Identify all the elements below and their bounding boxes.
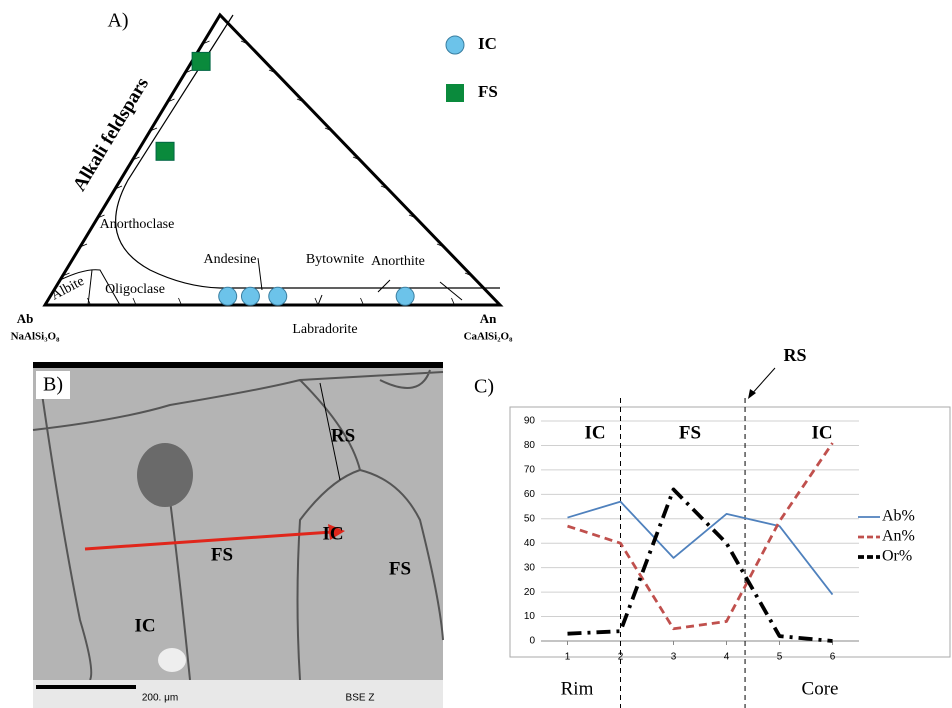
ternary-frame <box>45 15 500 305</box>
vertex-label: An <box>480 311 497 326</box>
y-tick-label: 50 <box>524 513 536 524</box>
legend-symbol <box>446 84 464 102</box>
legend-label: An% <box>882 528 915 545</box>
page: A) Alkali feldspars Ab NaAlSi₃O₈ An CaAlSi₂O₈… <box>0 0 952 708</box>
y-tick-label: 30 <box>524 562 536 573</box>
image-label: FS <box>389 558 411 579</box>
ic-point <box>219 287 237 305</box>
triangle <box>45 15 500 305</box>
vertex-formula: CaAlSi₂O₈ <box>464 331 513 343</box>
annotation: Core <box>802 678 839 699</box>
x-tick-label: 5 <box>777 652 783 663</box>
legend-symbol <box>446 36 464 54</box>
scale-bar-area <box>33 680 443 708</box>
field-label: Labradorite <box>292 322 357 337</box>
vertex-label: Ab <box>17 311 34 326</box>
y-tick-label: 60 <box>524 489 536 500</box>
field-label: Anorthite <box>371 254 425 269</box>
ic-point <box>269 287 287 305</box>
panel-label: A) <box>107 10 128 32</box>
y-tick-label: 40 <box>524 538 536 549</box>
annotation: FS <box>679 422 701 443</box>
field-label: Bytownite <box>306 252 364 267</box>
figure: A) Alkali feldspars Ab NaAlSi₃O₈ An CaAlSi₂O₈… <box>0 0 952 708</box>
annotation: Rim <box>561 678 594 699</box>
image-label: IC <box>322 523 343 544</box>
x-tick-label: 1 <box>565 652 571 663</box>
legend-label: Or% <box>882 548 912 565</box>
panel-label: B) <box>43 374 63 396</box>
fs-point <box>156 142 174 160</box>
image-label: IC <box>134 615 155 636</box>
x-tick-label: 6 <box>830 652 836 663</box>
vertex-formula: NaAlSi₃O₈ <box>11 331 60 343</box>
inclusion <box>137 443 193 507</box>
field-label: Oligoclase <box>105 282 165 297</box>
image <box>33 368 443 680</box>
x-tick-label: 4 <box>724 652 730 663</box>
scale-label: 200. μm <box>142 693 178 704</box>
bse-image <box>33 362 443 708</box>
panel-label: C) <box>474 376 494 398</box>
fs-point <box>192 52 210 70</box>
ic-point <box>396 287 414 305</box>
image-label: RS <box>331 425 355 446</box>
legend-label: FS <box>478 82 498 101</box>
ic-point <box>241 287 259 305</box>
y-tick-label: 0 <box>529 636 535 647</box>
y-tick-label: 90 <box>524 416 536 427</box>
annotation: IC <box>811 422 832 443</box>
y-tick-label: 10 <box>524 611 536 622</box>
field-label: Andesine <box>204 252 257 267</box>
field-label: Albite <box>49 274 87 304</box>
scale-bar <box>36 685 136 689</box>
image-bar <box>33 362 443 368</box>
legend-label: IC <box>478 34 497 53</box>
y-tick-label: 80 <box>524 440 536 451</box>
field-label: Anorthoclase <box>100 217 175 232</box>
legend-label: Ab% <box>882 508 915 525</box>
y-tick-label: 70 <box>524 465 536 476</box>
x-tick-label: 3 <box>671 652 677 663</box>
inclusion <box>158 648 186 672</box>
annotation: IC <box>584 422 605 443</box>
detector-label: BSE Z <box>346 693 375 704</box>
image-label: FS <box>211 544 233 565</box>
y-tick-label: 20 <box>524 587 536 598</box>
annotation: RS <box>783 345 806 365</box>
side-label: Alkali feldspars <box>69 74 153 195</box>
